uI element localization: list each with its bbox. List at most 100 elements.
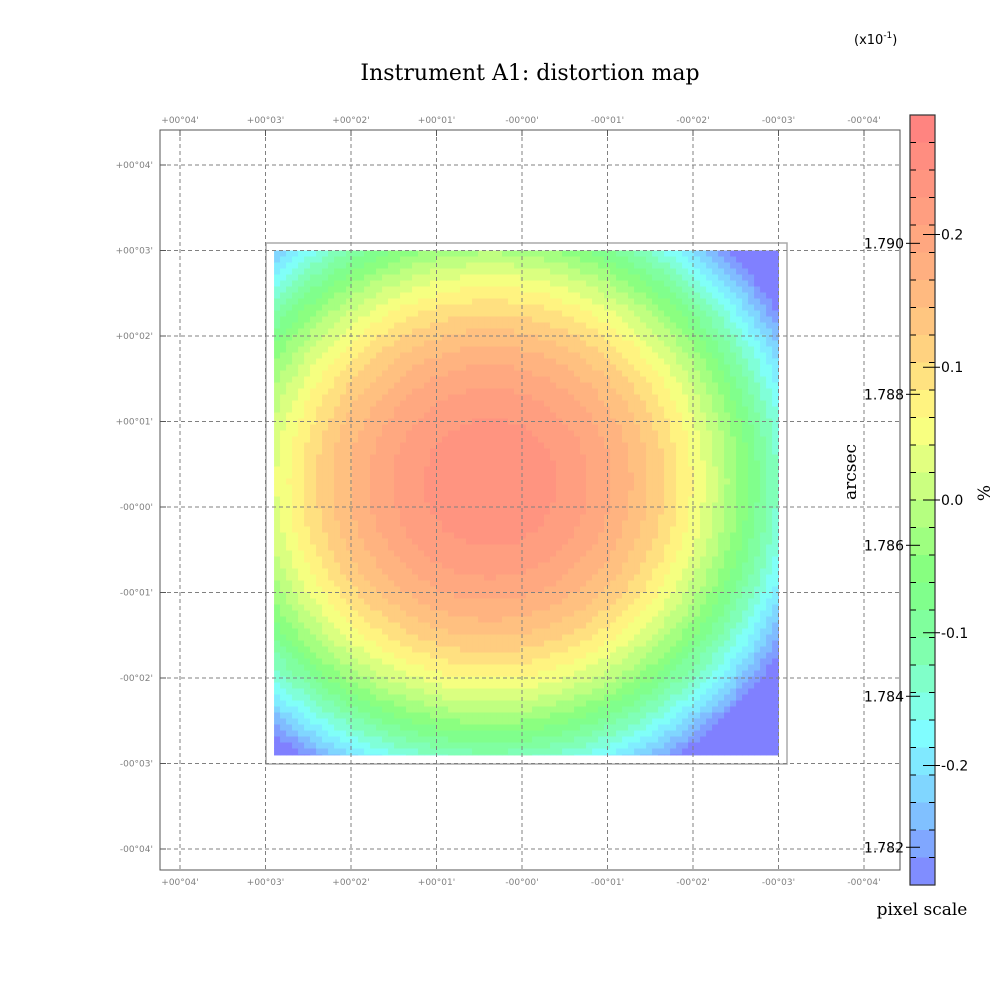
heatmap-cell [616, 592, 623, 599]
heatmap-cell [538, 370, 545, 377]
heatmap-cell [598, 250, 605, 257]
heatmap-cell [304, 262, 311, 269]
heatmap-cell [442, 574, 449, 581]
heatmap-cell [370, 358, 377, 365]
heatmap-cell [388, 292, 395, 299]
heatmap-cell [484, 448, 491, 455]
heatmap-cell [562, 580, 569, 587]
heatmap-cell [676, 274, 683, 281]
heatmap-cell [508, 568, 515, 575]
heatmap-cell [394, 580, 401, 587]
heatmap-cell [598, 346, 605, 353]
heatmap-cell [616, 538, 623, 545]
heatmap-cell [544, 400, 551, 407]
heatmap-cell [574, 550, 581, 557]
heatmap-cell [730, 448, 737, 455]
heatmap-cell [562, 592, 569, 599]
heatmap-cell [544, 394, 551, 401]
heatmap-cell [484, 346, 491, 353]
heatmap-cell [334, 412, 341, 419]
heatmap-cell [472, 532, 479, 539]
heatmap-cell [544, 382, 551, 389]
heatmap-cell [430, 532, 437, 539]
heatmap-cell [568, 466, 575, 473]
heatmap-cell [550, 364, 557, 371]
heatmap-cell [598, 484, 605, 491]
heatmap-cell [286, 598, 293, 605]
heatmap-cell [610, 436, 617, 443]
heatmap-cell [424, 364, 431, 371]
heatmap-cell [400, 424, 407, 431]
heatmap-cell [532, 346, 539, 353]
heatmap-cell [274, 256, 281, 263]
heatmap-cell [346, 286, 353, 293]
heatmap-cell [730, 508, 737, 515]
heatmap-cell [628, 532, 635, 539]
heatmap-cell [550, 478, 557, 485]
heatmap-cell [532, 490, 539, 497]
heatmap-cell [448, 256, 455, 263]
heatmap-cell [616, 466, 623, 473]
heatmap-cell [592, 520, 599, 527]
heatmap-cell [568, 556, 575, 563]
heatmap-cell [754, 514, 761, 521]
heatmap-cell [550, 406, 557, 413]
heatmap-cell [598, 394, 605, 401]
heatmap-cell [568, 448, 575, 455]
heatmap-cell [742, 412, 749, 419]
heatmap-cell [514, 400, 521, 407]
heatmap-cell [772, 298, 779, 305]
heatmap-cell [652, 388, 659, 395]
heatmap-cell [538, 460, 545, 467]
heatmap-cell [442, 592, 449, 599]
heatmap-cell [346, 490, 353, 497]
heatmap-cell [322, 382, 329, 389]
heatmap-cell [538, 448, 545, 455]
heatmap-cell [586, 490, 593, 497]
heatmap-cell [634, 484, 641, 491]
heatmap-cell [742, 568, 749, 575]
heatmap-cell [436, 454, 443, 461]
heatmap-cell [478, 514, 485, 521]
heatmap-cell [376, 268, 383, 275]
heatmap-cell [406, 544, 413, 551]
heatmap-cell [448, 292, 455, 299]
heatmap-cell [694, 250, 701, 257]
heatmap-cell [628, 538, 635, 545]
heatmap-cell [748, 364, 755, 371]
heatmap-cell [292, 490, 299, 497]
heatmap-cell [568, 352, 575, 359]
heatmap-cell [748, 556, 755, 563]
heatmap-cell [394, 496, 401, 503]
heatmap-cell [646, 298, 653, 305]
heatmap-cell [514, 322, 521, 329]
heatmap-cell [502, 310, 509, 317]
heatmap-cell [400, 448, 407, 455]
heatmap-cell [418, 280, 425, 287]
heatmap-cell [286, 412, 293, 419]
heatmap-cell [664, 574, 671, 581]
heatmap-cell [682, 388, 689, 395]
heatmap-cell [484, 286, 491, 293]
heatmap-cell [652, 568, 659, 575]
heatmap-cell [544, 532, 551, 539]
heatmap-cell [322, 592, 329, 599]
heatmap-cell [616, 508, 623, 515]
heatmap-cell [652, 454, 659, 461]
heatmap-cell [718, 352, 725, 359]
heatmap-cell [616, 430, 623, 437]
heatmap-cell [340, 250, 347, 257]
heatmap-cell [772, 490, 779, 497]
heatmap-cell [544, 586, 551, 593]
heatmap-cell [322, 394, 329, 401]
heatmap-cell [508, 394, 515, 401]
heatmap-cell [610, 280, 617, 287]
heatmap-cell [700, 538, 707, 545]
heatmap-cell [334, 460, 341, 467]
heatmap-cell [694, 574, 701, 581]
heatmap-cell [274, 304, 281, 311]
heatmap-cell [292, 388, 299, 395]
heatmap-cell [694, 382, 701, 389]
heatmap-cell [700, 454, 707, 461]
heatmap-cell [340, 316, 347, 323]
